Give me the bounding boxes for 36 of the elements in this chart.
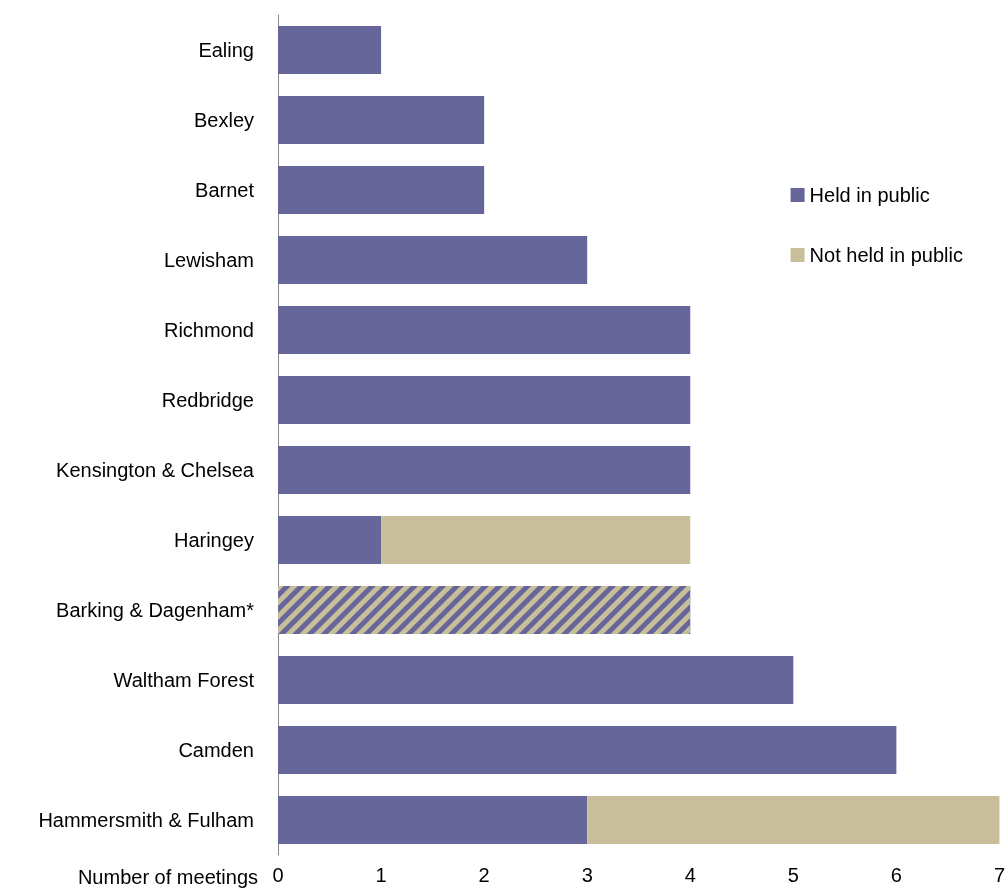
y-tick-label: Lewisham (163, 249, 254, 271)
bar (278, 516, 382, 564)
y-tick-label: Waltham Forest (113, 669, 255, 691)
legend-label: Not held in public (809, 244, 964, 266)
x-tick-label: 7 (993, 864, 1005, 886)
y-tick-label: Ealing (198, 39, 254, 61)
y-tick-label: Haringey (173, 529, 254, 551)
x-tick-label: 0 (272, 864, 284, 886)
bar (278, 236, 588, 284)
bar (278, 446, 691, 494)
y-tick-label: Kensington & Chelsea (56, 459, 255, 481)
x-axis-title: Number of meetings (77, 866, 258, 888)
y-tick-label: Richmond (163, 319, 254, 341)
bar (278, 26, 382, 74)
bar (278, 796, 588, 844)
y-tick-label: Barking & Dagenham* (56, 599, 255, 621)
x-tick-label: 3 (581, 864, 593, 886)
x-tick-label: 6 (890, 864, 902, 886)
y-tick-label: Bexley (193, 109, 254, 131)
bar (278, 96, 485, 144)
y-tick-label: Camden (178, 739, 254, 761)
y-tick-label: Barnet (195, 179, 255, 201)
x-tick-label: 2 (478, 864, 490, 886)
bar (278, 376, 691, 424)
bar (587, 796, 1000, 844)
x-tick-label: 1 (375, 864, 387, 886)
bar (278, 306, 691, 354)
bar (278, 166, 485, 214)
y-tick-label: Hammersmith & Fulham (38, 809, 254, 831)
bar (278, 726, 897, 774)
y-tick-label: Redbridge (161, 389, 254, 411)
x-tick-label: 5 (787, 864, 799, 886)
bar (381, 516, 691, 564)
x-tick-label: 4 (684, 864, 696, 886)
bar (278, 656, 794, 704)
legend-label: Held in public (809, 184, 930, 206)
